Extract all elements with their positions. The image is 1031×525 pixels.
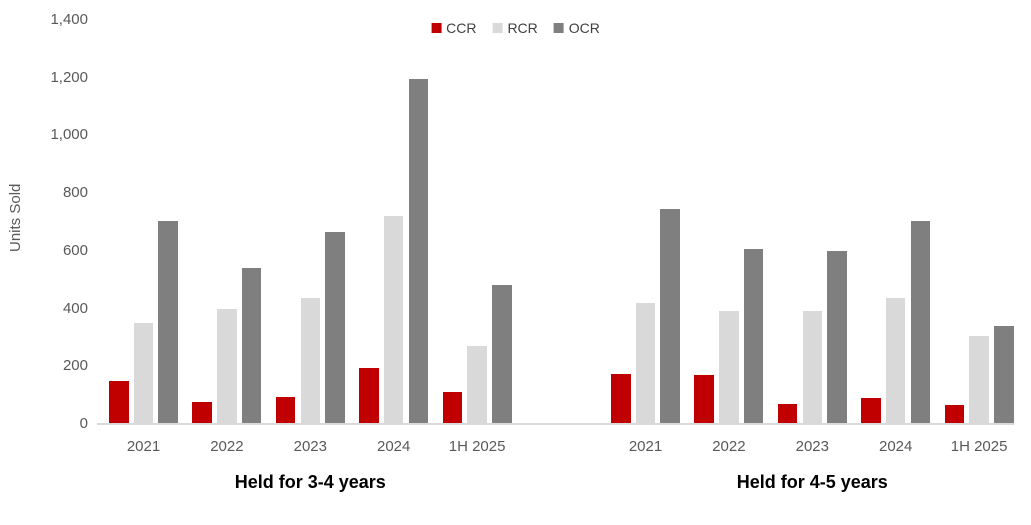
x-category-label: 2022 <box>210 438 244 455</box>
bar-rcr-2024 <box>885 298 906 424</box>
x-category-label: 2023 <box>795 438 829 455</box>
y-tick-label: 800 <box>62 184 88 202</box>
x-category-label: 1H 2025 <box>448 438 506 455</box>
legend-marker-ocr-icon <box>553 23 564 33</box>
bar-rcr-2022 <box>217 308 237 424</box>
bar-ocr-2024 <box>408 79 429 424</box>
x-category-label: 2023 <box>293 438 327 455</box>
bar-rcr-2021 <box>133 323 154 424</box>
x-category-label: 2024 <box>377 438 411 455</box>
bar-ocr-1h2025 <box>994 325 1014 424</box>
bar-ocr-2021 <box>158 220 178 424</box>
y-tick-label: 1,400 <box>50 11 88 28</box>
x-category-label: 2024 <box>879 438 913 455</box>
bar-rcr-2021 <box>635 302 656 424</box>
bar-ocr-1h2025 <box>492 285 512 424</box>
legend-label: OCR <box>568 20 600 36</box>
bar-rcr-2023 <box>802 311 822 424</box>
x-category-label: 1H 2025 <box>950 438 1008 455</box>
bar-ocr-2021 <box>660 209 680 424</box>
bar-ccr-1h2025 <box>944 405 965 424</box>
bar-ccr-2024 <box>359 367 379 424</box>
y-tick-label: 600 <box>62 241 88 259</box>
x-category-label: 2021 <box>628 438 663 455</box>
legend-label: RCR <box>507 20 538 36</box>
bar-ccr-2022 <box>192 402 212 424</box>
y-tick-label: 0 <box>79 415 88 432</box>
legend-marker-rcr-icon <box>492 23 503 33</box>
bar-ccr-2023 <box>275 396 296 424</box>
y-tick-label: 400 <box>62 299 88 317</box>
legend-marker-ccr-icon <box>431 23 442 33</box>
legend-entry-ccr: CCR <box>431 20 476 36</box>
bar-ocr-2023 <box>827 250 847 424</box>
y-tick-label: 1,200 <box>50 68 88 86</box>
bar-ccr-2024 <box>861 398 881 424</box>
legend-entry-ocr: OCR <box>553 20 600 36</box>
x-category-label: 2021 <box>126 438 161 455</box>
bar-ocr-2024 <box>910 220 931 424</box>
bar-ccr-2021 <box>611 373 631 424</box>
bar-ocr-2022 <box>241 268 262 424</box>
bar-ccr-2021 <box>109 380 129 424</box>
bar-rcr-2022 <box>719 311 739 424</box>
bar-ocr-2023 <box>325 232 345 424</box>
y-tick-label: 1,000 <box>50 126 88 144</box>
bar-ccr-1h2025 <box>442 392 463 424</box>
legend-label: CCR <box>446 20 477 36</box>
bar-rcr-1h2025 <box>467 346 487 424</box>
legend-entry-rcr: RCR <box>492 20 538 36</box>
bar-ccr-2022 <box>694 374 714 424</box>
bar-rcr-1h2025 <box>969 335 989 424</box>
bar-rcr-2023 <box>300 298 320 424</box>
bar-rcr-2024 <box>383 216 404 424</box>
group-title: Held for 3-4 years <box>234 472 386 492</box>
bar-ocr-2022 <box>743 249 764 424</box>
x-category-label: 2022 <box>712 438 746 455</box>
x-axis-line <box>97 423 1014 425</box>
y-tick-label: 200 <box>62 357 88 375</box>
group-title: Held for 4-5 years <box>736 472 888 492</box>
chart-legend: CCR RCR OCR <box>431 20 600 36</box>
bar-ccr-2023 <box>777 403 798 424</box>
